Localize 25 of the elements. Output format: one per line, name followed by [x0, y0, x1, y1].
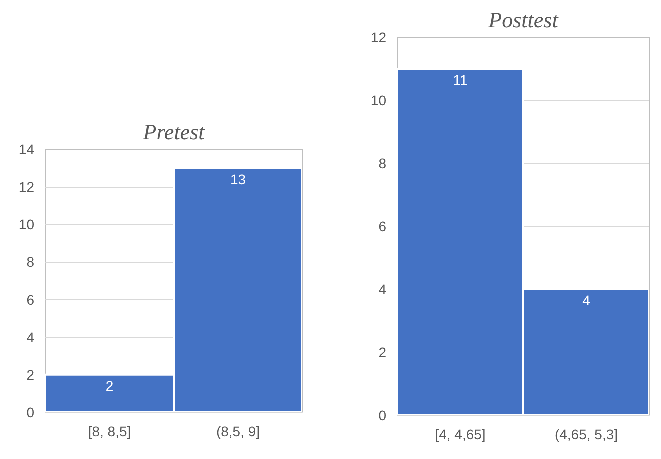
y-tick-label: 4 — [378, 282, 387, 298]
x-tick-label: (4,65, 5,3] — [554, 426, 618, 442]
chart-title: Posttest — [488, 8, 560, 32]
y-tick-label: 12 — [370, 30, 387, 46]
chart-title: Pretest — [142, 120, 206, 144]
y-tick-label: 0 — [26, 404, 35, 420]
data-label: 2 — [106, 378, 114, 394]
data-label: 13 — [230, 171, 246, 188]
y-tick-label: 12 — [18, 179, 35, 196]
x-tick-label: [4, 4,65] — [435, 426, 486, 442]
y-tick-label: 8 — [378, 156, 387, 172]
y-tick-label: 8 — [26, 254, 35, 270]
y-tick-label: 6 — [26, 292, 35, 308]
y-tick-label: 0 — [378, 408, 387, 424]
y-tick-label: 2 — [26, 366, 35, 383]
y-tick-label: 14 — [18, 142, 35, 158]
y-tick-label: 10 — [18, 216, 35, 233]
y-tick-label: 6 — [378, 218, 387, 234]
y-tick-label: 4 — [26, 329, 35, 346]
x-tick-label: [8, 8,5] — [88, 424, 132, 440]
y-tick-label: 2 — [378, 344, 387, 360]
data-label: 4 — [582, 292, 591, 308]
x-tick-label: (8,5, 9] — [216, 424, 260, 440]
y-tick-label: 10 — [370, 92, 387, 108]
data-label: 11 — [453, 72, 468, 88]
